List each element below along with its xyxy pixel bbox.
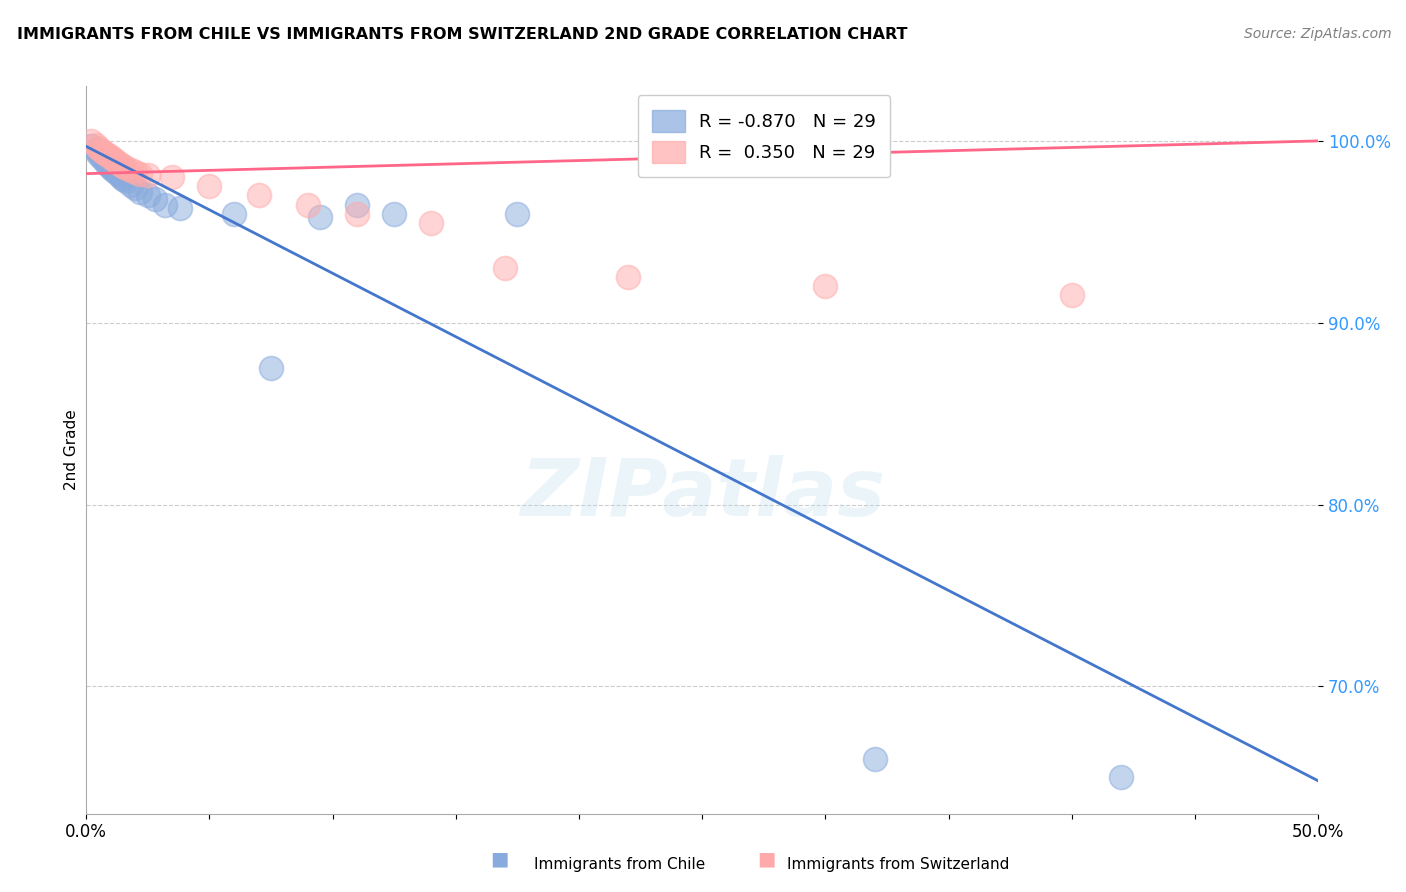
Point xyxy=(222,206,245,220)
Point xyxy=(153,197,176,211)
Point xyxy=(169,201,191,215)
Legend: R = -0.870   N = 29, R =  0.350   N = 29: R = -0.870 N = 29, R = 0.350 N = 29 xyxy=(637,95,890,178)
Text: ■: ■ xyxy=(489,850,509,869)
Point xyxy=(97,148,120,162)
Point xyxy=(617,270,640,285)
Point xyxy=(247,188,270,202)
Point xyxy=(346,197,368,211)
Point xyxy=(90,150,112,164)
Point xyxy=(494,261,516,276)
Point xyxy=(84,143,107,157)
Point xyxy=(104,153,127,168)
Point xyxy=(93,145,115,159)
Point xyxy=(297,197,319,211)
Y-axis label: 2nd Grade: 2nd Grade xyxy=(65,409,79,491)
Point xyxy=(309,211,332,225)
Point xyxy=(162,170,184,185)
Point xyxy=(814,279,837,293)
Point xyxy=(100,161,122,176)
Point xyxy=(93,152,115,166)
Point xyxy=(136,188,159,202)
Point xyxy=(124,181,146,195)
Text: Source: ZipAtlas.com: Source: ZipAtlas.com xyxy=(1244,27,1392,41)
Point xyxy=(87,146,110,161)
Text: ■: ■ xyxy=(756,850,776,869)
Text: ZIPatlas: ZIPatlas xyxy=(520,455,884,533)
Point xyxy=(114,174,136,188)
Point xyxy=(136,169,159,183)
Point xyxy=(107,167,129,181)
Point xyxy=(103,152,125,166)
Point xyxy=(110,170,132,185)
Text: Immigrants from Switzerland: Immigrants from Switzerland xyxy=(787,857,1010,872)
Point xyxy=(80,134,103,148)
Point xyxy=(120,163,142,178)
Point xyxy=(1109,770,1132,784)
Point xyxy=(94,146,117,161)
Point xyxy=(110,157,132,171)
Text: Immigrants from Chile: Immigrants from Chile xyxy=(534,857,706,872)
Point xyxy=(420,216,443,230)
Point xyxy=(100,150,122,164)
Point xyxy=(97,157,120,171)
Point xyxy=(129,167,152,181)
Point xyxy=(112,172,135,186)
Point xyxy=(87,141,110,155)
Point xyxy=(94,155,117,169)
Point xyxy=(90,143,112,157)
Text: IMMIGRANTS FROM CHILE VS IMMIGRANTS FROM SWITZERLAND 2ND GRADE CORRELATION CHART: IMMIGRANTS FROM CHILE VS IMMIGRANTS FROM… xyxy=(17,27,907,42)
Point xyxy=(260,361,283,376)
Point xyxy=(114,161,136,176)
Point xyxy=(506,206,529,220)
Point xyxy=(84,137,107,152)
Point xyxy=(120,178,142,192)
Point xyxy=(112,159,135,173)
Point xyxy=(107,155,129,169)
Point xyxy=(80,139,103,153)
Point xyxy=(863,752,886,766)
Point xyxy=(124,165,146,179)
Point xyxy=(346,206,368,220)
Point xyxy=(103,163,125,178)
Point xyxy=(143,192,166,206)
Point xyxy=(382,206,405,220)
Point xyxy=(1060,288,1083,302)
Point xyxy=(129,185,152,199)
Point xyxy=(198,179,221,194)
Point xyxy=(104,165,127,179)
